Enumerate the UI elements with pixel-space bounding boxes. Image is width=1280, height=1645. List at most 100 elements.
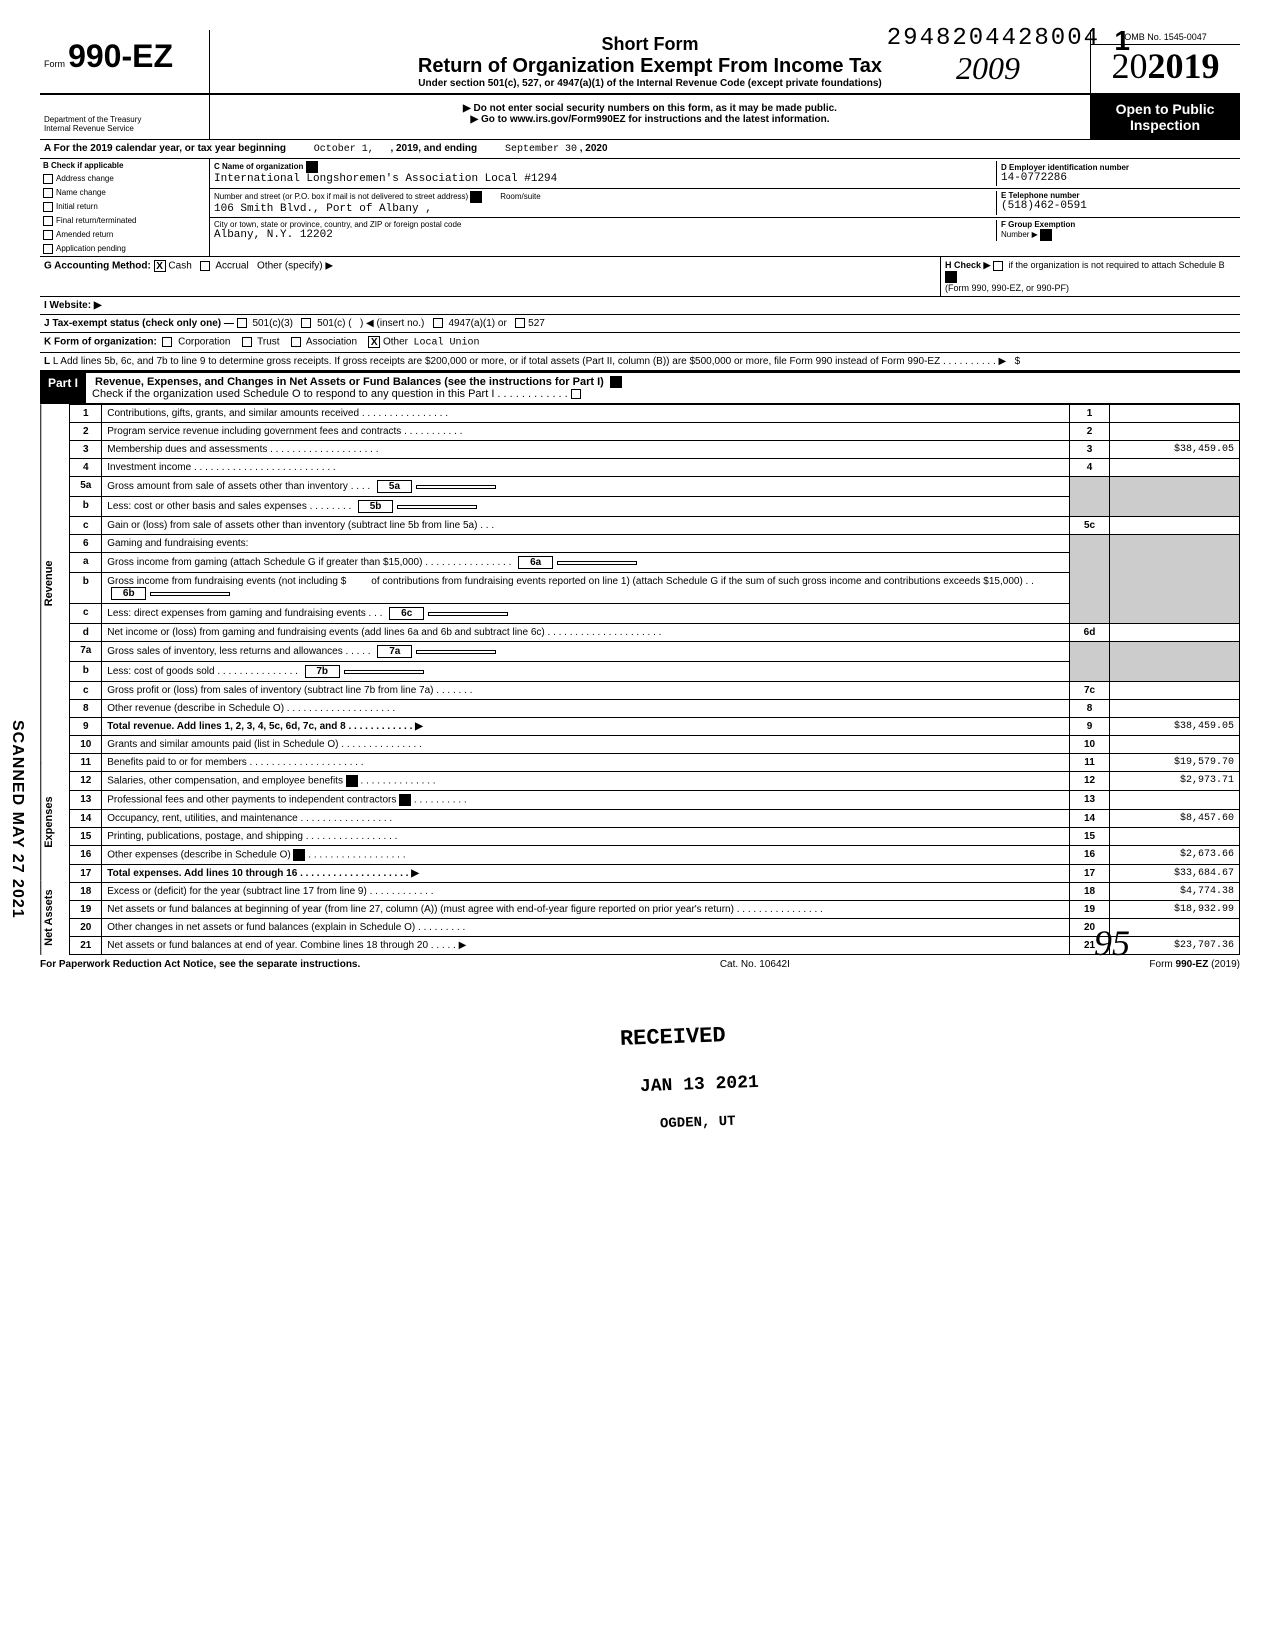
g-cash: Cash — [168, 261, 191, 272]
department-row: Department of the Treasury Internal Reve… — [40, 95, 1240, 140]
c-label: C Name of organization — [214, 161, 996, 173]
row-12: 12Salaries, other compensation, and empl… — [70, 771, 1240, 790]
row-18: 18Excess or (deficit) for the year (subt… — [70, 882, 1240, 900]
title-main: Return of Organization Exempt From Incom… — [218, 55, 1082, 78]
line18-amt[interactable]: $4,774.38 — [1110, 882, 1240, 900]
row-19: 19Net assets or fund balances at beginni… — [70, 900, 1240, 918]
page-sequence: 1 — [1114, 25, 1130, 57]
row-6d: dNet income or (loss) from gaming and fu… — [70, 623, 1240, 641]
part1-checkbox[interactable] — [571, 389, 581, 399]
row-city-f: City or town, state or province, country… — [210, 218, 1240, 243]
line1-desc: Contributions, gifts, grants, and simila… — [107, 408, 359, 419]
help-icon — [1040, 229, 1052, 241]
line11-amt[interactable]: $19,579.70 — [1110, 753, 1240, 771]
line14-amt[interactable]: $8,457.60 — [1110, 809, 1240, 827]
line5b-desc: Less: cost or other basis and sales expe… — [107, 501, 307, 512]
date-stamp: JAN 13 2021 — [640, 1073, 759, 1097]
year-box: OMB No. 1545-0047 202019 — [1090, 30, 1240, 93]
b-item-4[interactable]: Amended return — [40, 228, 209, 242]
b-label-1: Name change — [56, 188, 106, 197]
street-address: 106 Smith Blvd., Port of Albany , — [214, 203, 996, 215]
line16-amt[interactable]: $2,673.66 — [1110, 845, 1240, 864]
line8-amt[interactable] — [1110, 699, 1240, 717]
j-opt4: 527 — [528, 318, 545, 329]
line1-amt[interactable] — [1110, 404, 1240, 422]
row-2: 2Program service revenue including gover… — [70, 422, 1240, 440]
line-a-mid: , 2019, and ending — [390, 143, 477, 154]
line6d-amt[interactable] — [1110, 623, 1240, 641]
h-checkbox[interactable] — [993, 261, 1003, 271]
line19-amt[interactable]: $18,932.99 — [1110, 900, 1240, 918]
line17-amt[interactable]: $33,684.67 — [1110, 864, 1240, 882]
line9-amt[interactable]: $38,459.05 — [1110, 717, 1240, 735]
line6a-desc: Gross income from gaming (attach Schedul… — [107, 557, 422, 568]
line15-amt[interactable] — [1110, 827, 1240, 845]
part1-check-text: Check if the organization used Schedule … — [92, 388, 494, 400]
row-6: 6Gaming and fundraising events: — [70, 534, 1240, 552]
b-item-2[interactable]: Initial return — [40, 200, 209, 214]
row-1: 1Contributions, gifts, grants, and simil… — [70, 404, 1240, 422]
e-label: E Telephone number — [1001, 191, 1236, 200]
row-3: 3Membership dues and assessments . . . .… — [70, 440, 1240, 458]
row-7c: cGross profit or (loss) from sales of in… — [70, 681, 1240, 699]
k-trust-checkbox[interactable] — [242, 337, 252, 347]
g-accrual-checkbox[interactable] — [200, 261, 210, 271]
section-bcdef: B Check if applicable Address change Nam… — [40, 159, 1240, 257]
l-text: L Add lines 5b, 6c, and 7b to line 9 to … — [53, 356, 940, 367]
j-4947-checkbox[interactable] — [433, 318, 443, 328]
j-527-checkbox[interactable] — [515, 318, 525, 328]
open-inspection: Open to Public Inspection — [1090, 95, 1240, 139]
line2-amt[interactable] — [1110, 422, 1240, 440]
b-item-3[interactable]: Final return/terminated — [40, 214, 209, 228]
line21-desc: Net assets or fund balances at end of ye… — [107, 940, 428, 951]
k-assoc: Association — [306, 337, 357, 348]
b-label-2: Initial return — [56, 202, 98, 211]
k-label: K Form of organization: — [44, 337, 157, 348]
line13-amt[interactable] — [1110, 790, 1240, 809]
k-trust: Trust — [257, 337, 279, 348]
l-dollar: $ — [1015, 356, 1021, 367]
document-id-number: 2948204428004 — [887, 25, 1100, 52]
row-14: 14Occupancy, rent, utilities, and mainte… — [70, 809, 1240, 827]
b-item-0[interactable]: Address change — [40, 172, 209, 186]
line4-desc: Investment income — [107, 462, 191, 473]
b-item-5[interactable]: Application pending — [40, 242, 209, 256]
row-5b: bLess: cost or other basis and sales exp… — [70, 496, 1240, 516]
j-label: J Tax-exempt status (check only one) — — [44, 318, 234, 329]
form-page: 2948204428004 1 2009 Form 990-EZ Short F… — [0, 0, 1280, 1004]
row-20: 20Other changes in net assets or fund ba… — [70, 918, 1240, 936]
k-other-checkbox[interactable]: X — [368, 336, 380, 348]
row-11: 11Benefits paid to or for members . . . … — [70, 753, 1240, 771]
handwritten-year: 2009 — [956, 50, 1020, 87]
line4-amt[interactable] — [1110, 458, 1240, 476]
notice-url: ▶ Go to www.irs.gov/Form990EZ for instru… — [218, 114, 1082, 125]
j-501c3-checkbox[interactable] — [237, 318, 247, 328]
line5c-amt[interactable] — [1110, 516, 1240, 534]
line15-desc: Printing, publications, postage, and shi… — [107, 831, 303, 842]
line12-amt[interactable]: $2,973.71 — [1110, 771, 1240, 790]
addr-block: Number and street (or P.O. box if mail i… — [214, 191, 996, 215]
row-13: 13Professional fees and other payments t… — [70, 790, 1240, 809]
help-icon — [610, 376, 622, 388]
part1-header-row: Part I Revenue, Expenses, and Changes in… — [40, 371, 1240, 404]
j-opt2: 501(c) ( — [317, 318, 351, 329]
line7c-amt[interactable] — [1110, 681, 1240, 699]
city-state-zip: Albany, N.Y. 12202 — [214, 229, 996, 241]
row-6a: aGross income from gaming (attach Schedu… — [70, 552, 1240, 572]
part1-body: Revenue Expenses Net Assets 1Contributio… — [40, 404, 1240, 955]
j-501c-checkbox[interactable] — [301, 318, 311, 328]
k-assoc-checkbox[interactable] — [291, 337, 301, 347]
b-item-1[interactable]: Name change — [40, 186, 209, 200]
line3-amt[interactable]: $38,459.05 — [1110, 440, 1240, 458]
col-d: D Employer identification number 14-0772… — [996, 161, 1236, 186]
row-c-d: C Name of organization International Lon… — [210, 159, 1240, 189]
row-17: 17Total expenses. Add lines 10 through 1… — [70, 864, 1240, 882]
row-addr-e: Number and street (or P.O. box if mail i… — [210, 189, 1240, 218]
line10-amt[interactable] — [1110, 735, 1240, 753]
g-cash-checkbox[interactable]: X — [154, 260, 166, 272]
telephone: (518)462-0591 — [1001, 200, 1236, 212]
line8-desc: Other revenue (describe in Schedule O) — [107, 703, 284, 714]
line-k: K Form of organization: Corporation Trus… — [40, 333, 1240, 353]
line6c-desc: Less: direct expenses from gaming and fu… — [107, 608, 365, 619]
k-corp-checkbox[interactable] — [162, 337, 172, 347]
